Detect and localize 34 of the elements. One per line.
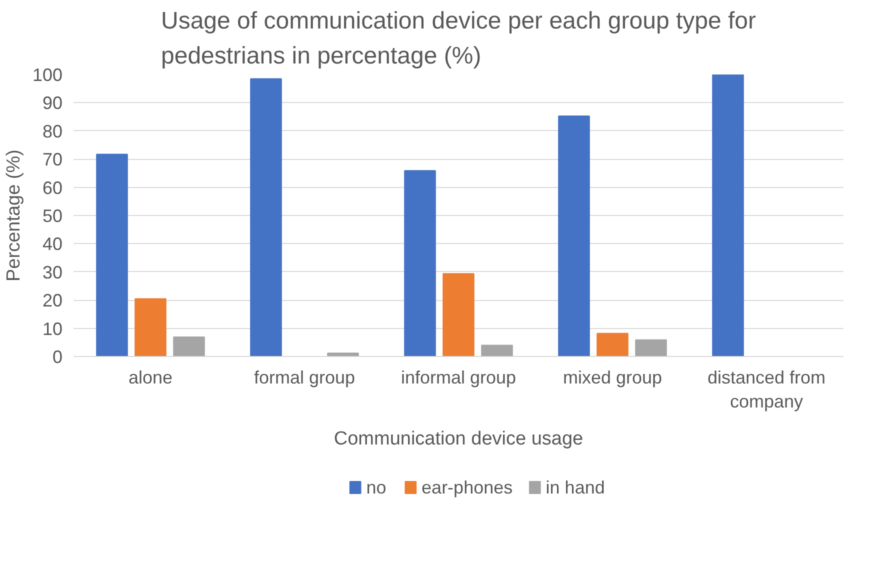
y-tick-label: 10 (42, 318, 63, 339)
x-tick-label: distanced from company (707, 368, 826, 412)
legend-label: ear-phones (422, 478, 513, 498)
legend-label: in hand (546, 478, 605, 498)
x-axis-title: Communication device usage (334, 428, 584, 450)
bar (250, 78, 282, 356)
y-tick-label: 20 (42, 290, 63, 311)
y-tick-label: 60 (42, 178, 63, 198)
x-tick-label: alone (128, 368, 173, 388)
y-tick-label: 80 (42, 121, 63, 142)
y-tick-label: 40 (42, 234, 63, 254)
bar (442, 273, 474, 356)
chart-title: Usage of communication device per each group type for pedestrians in percentage (%) (161, 7, 756, 70)
bar (173, 336, 205, 356)
bar (596, 332, 628, 356)
y-tick-label: 70 (42, 150, 63, 170)
bar (558, 115, 590, 356)
y-tick-label: 90 (42, 93, 63, 114)
legend-label: no (366, 478, 386, 498)
bar (712, 74, 744, 356)
bar (134, 298, 166, 356)
x-tick-label: informal group (400, 368, 516, 388)
y-axis-title: Percentage (%) (3, 149, 24, 282)
y-tick-label: 50 (42, 206, 63, 226)
y-tick-label: 0 (52, 347, 63, 367)
y-tick-label: 30 (42, 262, 63, 282)
bar (96, 154, 128, 356)
x-tick-label: formal group (254, 368, 356, 388)
x-tick-label: mixed group (562, 368, 662, 388)
bar (481, 344, 513, 356)
bar (404, 170, 436, 356)
bar (635, 339, 667, 356)
bar (327, 352, 359, 356)
y-tick-label: 100 (32, 65, 63, 85)
